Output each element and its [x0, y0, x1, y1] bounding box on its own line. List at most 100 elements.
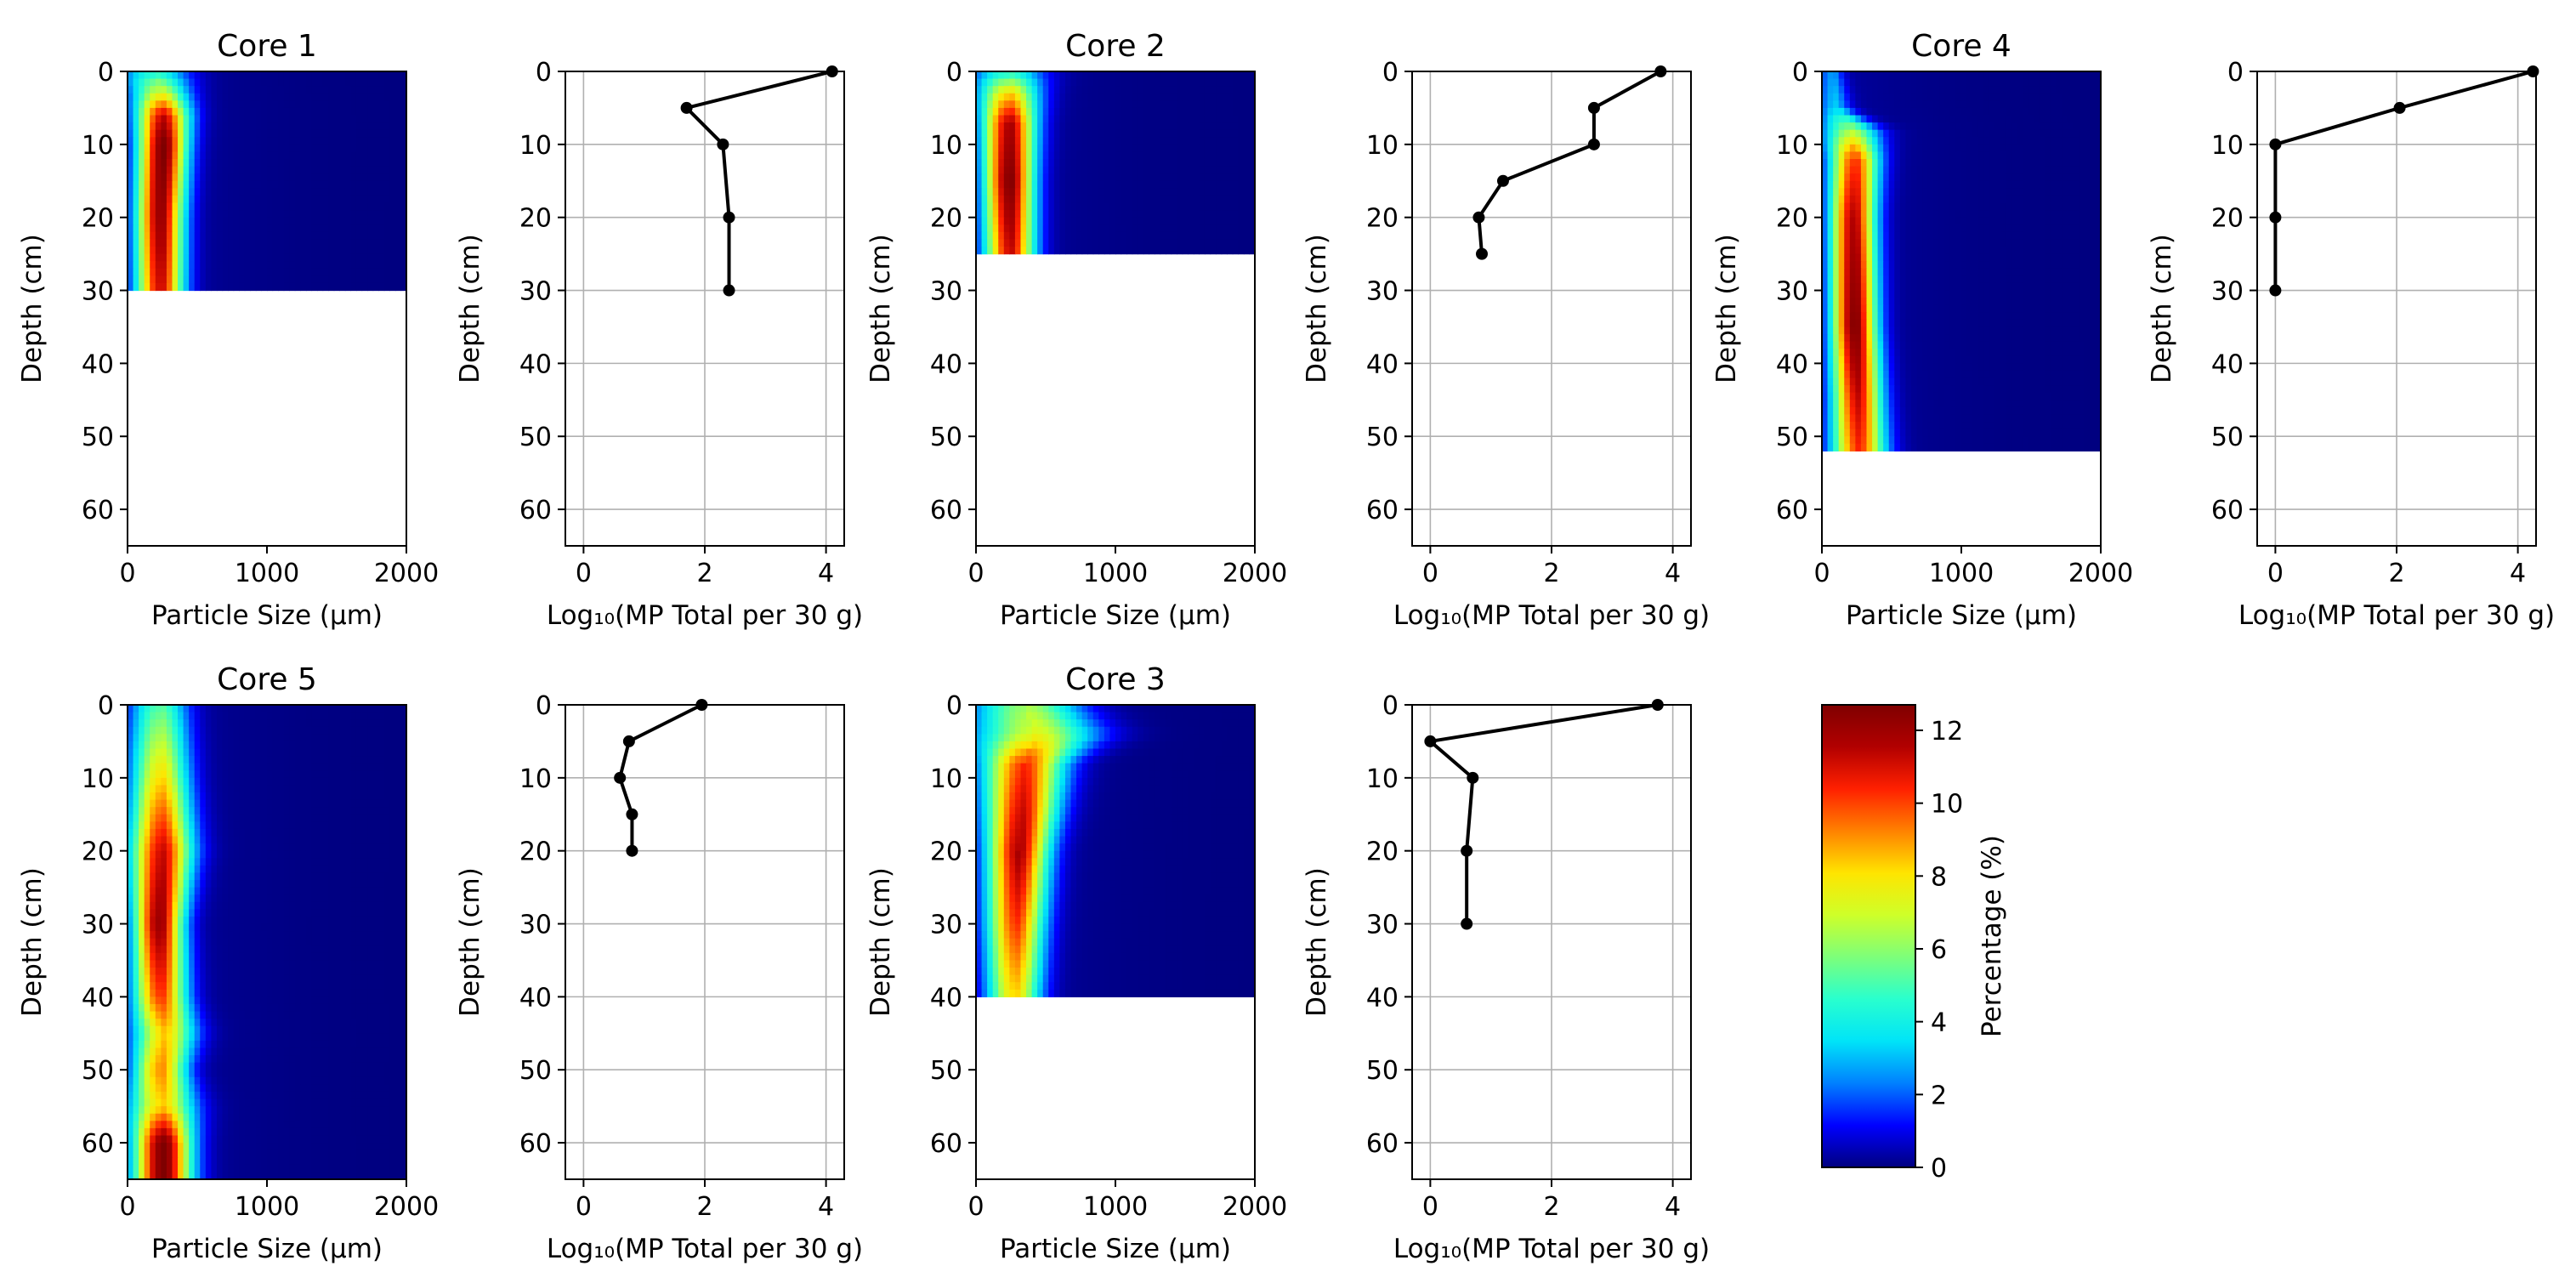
heatmap-cell	[355, 173, 363, 182]
heatmap-cell	[378, 93, 385, 101]
heatmap-cell	[189, 86, 196, 94]
heatmap-cell	[1020, 78, 1027, 87]
heatmap-cell	[211, 275, 218, 284]
heatmap-cell	[216, 195, 224, 204]
heatmap-cell	[1888, 137, 1895, 145]
heatmap-cell	[1899, 298, 1906, 306]
heatmap-cell	[2039, 247, 2045, 255]
heatmap-cell	[1883, 268, 1890, 276]
heatmap-cell	[2039, 159, 2045, 167]
heatmap-cell	[1966, 341, 1973, 349]
heatmap-cell	[1949, 210, 1957, 219]
heatmap-cell	[1243, 247, 1251, 255]
heatmap-cell	[976, 202, 983, 211]
heatmap-cell	[1855, 224, 1862, 233]
heatmap-cell	[2017, 253, 2023, 262]
heatmap-cell	[2006, 261, 2012, 270]
heatmap-cell	[1193, 159, 1200, 167]
heatmap-cell	[1860, 107, 1868, 116]
heatmap-cell	[322, 261, 329, 270]
heatmap-cell	[1855, 115, 1862, 123]
heatmap-cell	[1827, 282, 1834, 292]
heatmap-cell	[328, 231, 335, 241]
heatmap-cell	[1166, 71, 1172, 80]
heatmap-cell	[1860, 93, 1868, 101]
heatmap-cell	[2028, 355, 2034, 364]
heatmap-cell	[1966, 115, 1973, 123]
heatmap-cell	[998, 210, 1005, 219]
heatmap-cell	[211, 86, 218, 94]
heatmap-cell	[311, 151, 318, 160]
heatmap-cell	[1989, 86, 1995, 94]
heatmap-cell	[178, 86, 184, 94]
heatmap-cell	[2078, 247, 2085, 255]
heatmap-cell	[1031, 180, 1038, 189]
heatmap-cell	[1003, 180, 1010, 189]
heatmap-cell	[1166, 100, 1172, 109]
heatmap-cell	[976, 247, 983, 255]
heatmap-cell	[172, 137, 179, 145]
heatmap-cell	[272, 188, 279, 196]
heatmap-cell	[2089, 166, 2097, 174]
heatmap-cell	[2089, 261, 2097, 270]
heatmap-cell	[2039, 231, 2045, 241]
heatmap-cell	[139, 71, 145, 80]
heatmap-cell	[2056, 137, 2063, 145]
heatmap-cell	[200, 86, 207, 94]
heatmap-cell	[244, 239, 251, 247]
heatmap-cell	[2000, 166, 2007, 174]
heatmap-cell	[1048, 188, 1055, 196]
heatmap-cell	[1160, 173, 1166, 182]
heatmap-cell	[361, 144, 368, 153]
heatmap-cell	[328, 239, 335, 247]
heatmap-cell	[272, 86, 279, 94]
heatmap-cell	[1905, 107, 1912, 116]
heatmap-cell	[1888, 115, 1895, 123]
heatmap-cell	[1922, 253, 1929, 262]
heatmap-cell	[1042, 210, 1049, 219]
heatmap-cell	[289, 224, 296, 233]
heatmap-cell	[1855, 93, 1862, 101]
heatmap-cell	[1989, 78, 1995, 87]
heatmap-cell	[2050, 144, 2057, 153]
heatmap-cell	[1966, 363, 1973, 372]
heatmap-cell	[2039, 349, 2045, 357]
heatmap-cell	[2084, 86, 2091, 94]
heatmap-cell	[183, 247, 190, 255]
heatmap-cell	[2011, 100, 2018, 109]
heatmap-cell	[1243, 115, 1251, 123]
heatmap-cell	[305, 239, 313, 247]
heatmap-cell	[1899, 319, 1906, 328]
heatmap-cell	[389, 173, 396, 182]
heatmap-cell	[1238, 71, 1245, 80]
heatmap-cell	[372, 166, 379, 174]
heatmap-cell	[1026, 115, 1033, 123]
heatmap-cell	[1966, 159, 1973, 167]
heatmap-cell	[1899, 253, 1906, 262]
heatmap-cell	[1899, 349, 1906, 357]
heatmap-cell	[2045, 247, 2051, 255]
heatmap-cell	[1955, 151, 1962, 160]
heatmap-cell	[1961, 137, 1968, 145]
heatmap-cell	[400, 268, 407, 276]
heatmap-cell	[2023, 304, 2029, 313]
heatmap-cell	[1949, 137, 1957, 145]
heatmap-cell	[155, 166, 162, 174]
heatmap-cell	[1944, 261, 1951, 270]
heatmap-cell	[987, 71, 994, 80]
heatmap-cell	[194, 231, 201, 241]
heatmap-cell	[178, 93, 184, 101]
heatmap-cell	[200, 268, 207, 276]
heatmap-cell	[1916, 78, 1923, 87]
heatmap-cell	[339, 239, 346, 247]
heatmap-cell	[1933, 312, 1940, 321]
heatmap-cell	[1822, 282, 1829, 292]
heatmap-cell	[2000, 341, 2007, 349]
heatmap-cell	[1064, 78, 1072, 87]
heatmap-cell	[372, 210, 379, 219]
heatmap-cell	[1977, 298, 1984, 306]
heatmap-cell	[1132, 93, 1138, 101]
heatmap-cell	[283, 115, 290, 123]
heatmap-cell	[1922, 370, 1929, 379]
heatmap-cell	[1076, 115, 1083, 123]
